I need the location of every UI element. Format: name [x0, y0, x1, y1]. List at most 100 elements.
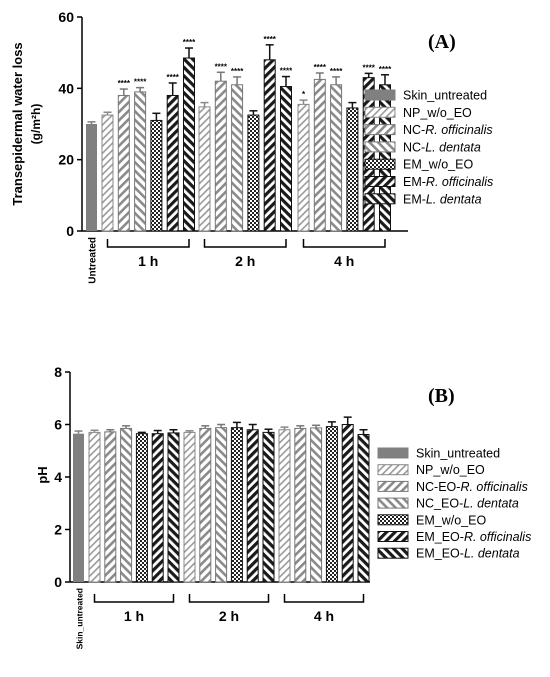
bar-series-2: [199, 427, 212, 583]
significance-marker: ****: [263, 35, 276, 44]
legend-entry: NC-R. officinalis: [403, 123, 493, 137]
panel-b-ph-chart: (B) pH 0 2 4 6 8 Skin_untreated 1 h 2 h 4 h Ski…: [35, 364, 531, 649]
y-tick-label: 6: [54, 417, 62, 433]
group-bracket: [302, 239, 386, 248]
bar-series-4: [230, 427, 243, 583]
bar-control: [73, 433, 84, 582]
bar-series-5: [166, 94, 179, 232]
legend-entry: EM-L. dentata: [403, 192, 482, 206]
bar-series-2: [294, 427, 307, 583]
bar-series-1: [101, 114, 114, 232]
legend-entry: EM-R. officinalis: [403, 175, 493, 189]
y-tick-label: 60: [58, 9, 74, 25]
bar-series-6: [262, 431, 275, 583]
bar-series-3: [120, 427, 133, 583]
bar-series-5: [246, 429, 259, 583]
bar-series-6: [167, 432, 180, 583]
significance-marker: ****: [362, 63, 375, 72]
group-label: 4 h: [334, 253, 354, 269]
legend-entry: Skin_untreated: [416, 447, 500, 461]
significance-marker: ****: [183, 38, 196, 47]
significance-marker: ****: [379, 65, 392, 74]
legend-entry: NP_w/o_EO: [403, 106, 472, 120]
bar-series-2: [313, 78, 326, 232]
bar-series-2: [117, 94, 130, 232]
y-tick-label: 0: [66, 223, 74, 239]
legend-entry: NP_w/o_EO: [416, 463, 485, 477]
significance-marker: ****: [215, 62, 228, 71]
bar-series-6: [280, 86, 292, 232]
bar-series-5: [362, 77, 375, 232]
significance-marker: ****: [166, 73, 179, 82]
significance-marker: ****: [314, 63, 327, 72]
panel-a-ylabel-unit: (g/m²h): [29, 104, 43, 145]
group-bracket: [203, 239, 287, 248]
legend-entry: EM_EO-L. dentata: [416, 547, 520, 561]
bar-series-6: [379, 84, 391, 232]
legend-swatch: [364, 158, 396, 170]
panel-b-ylabel: pH: [35, 466, 50, 483]
bar-series-3: [215, 427, 228, 583]
legend-entry: EM_w/o_EO: [403, 158, 473, 172]
y-tick-label: 8: [54, 364, 62, 380]
legend-entry: Skin_untreated: [403, 89, 487, 103]
bar-series-2: [104, 431, 117, 583]
panel-b-axes: 0 2 4 6 8: [54, 364, 370, 590]
bar-series-1: [297, 103, 310, 232]
legend-entry: EM_w/o_EO: [416, 513, 486, 527]
bar-series-4: [247, 114, 260, 232]
bar-series-1: [183, 431, 196, 583]
y-tick-label: 2: [54, 522, 62, 538]
legend-swatch: [364, 176, 396, 187]
bar-series-4: [135, 433, 148, 583]
group-label: 1 h: [138, 253, 158, 269]
bar-series-5: [263, 59, 276, 232]
panel-a-bars: **** ********************************* ***…: [86, 35, 392, 232]
y-tick-label: 0: [54, 574, 62, 590]
bar-series-3: [231, 84, 244, 232]
bar-series-5: [341, 424, 354, 583]
legend-swatch: [377, 514, 409, 526]
bar-series-4: [150, 119, 163, 232]
bar-series-4: [325, 426, 338, 583]
panel-b-label: (B): [428, 385, 455, 407]
panel-a-label: (A): [428, 31, 456, 53]
legend-swatch: [364, 141, 396, 153]
legend-entry: EM_EO-R. officinalis: [416, 530, 531, 544]
legend-swatch: [377, 547, 409, 559]
legend-swatch: [364, 193, 396, 205]
legend-swatch: [377, 480, 409, 492]
bar-series-6: [357, 433, 370, 583]
group-bracket: [283, 594, 365, 603]
significance-marker: ****: [134, 78, 147, 87]
y-tick-label: 20: [58, 152, 74, 168]
bar-series-1: [278, 429, 291, 583]
bar-series-2: [214, 80, 227, 232]
legend-swatch: [364, 106, 396, 118]
panel-b-bars: [73, 416, 370, 583]
legend-swatch: [377, 497, 409, 509]
significance-marker: ****: [280, 67, 293, 76]
group-label: 2 h: [235, 253, 255, 269]
panel-b-x-categories: Skin_untreated 1 h 2 h 4 h: [75, 588, 365, 649]
significance-marker: ****: [118, 79, 131, 88]
bar-series-1: [88, 431, 101, 583]
x-label-control: Skin_untreated: [75, 588, 85, 649]
panel-b-legend: Skin_untreated NP_w/o_EO NC-EO-R. officina…: [377, 447, 531, 561]
bar-control: [86, 124, 97, 231]
group-label: 2 h: [219, 608, 239, 624]
bar-series-3: [310, 427, 323, 583]
group-bracket: [93, 594, 175, 603]
group-bracket: [106, 239, 190, 248]
significance-marker: *: [302, 90, 306, 99]
bar-series-4: [346, 107, 359, 232]
significance-marker: ****: [231, 67, 244, 76]
group-label: 1 h: [124, 608, 144, 624]
group-bracket: [188, 594, 270, 603]
legend-entry: NC-L. dentata: [403, 140, 481, 154]
bar-series-3: [134, 91, 147, 232]
legend-swatch: [364, 124, 396, 136]
legend-entry: NC-EO-R. officinalis: [416, 480, 528, 494]
bar-series-3: [330, 84, 343, 232]
